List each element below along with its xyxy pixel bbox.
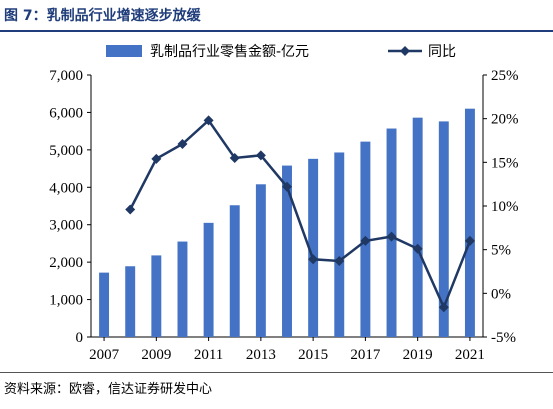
right-tick-label: 0% [491, 286, 511, 302]
bar [151, 255, 162, 337]
legend-line-label: 同比 [428, 44, 456, 60]
x-tick-label: 2009 [141, 347, 171, 363]
yoy-marker [229, 152, 240, 163]
bar [99, 272, 110, 337]
yoy-marker [203, 115, 214, 126]
left-tick-label: 0 [76, 330, 84, 346]
bar [177, 241, 188, 337]
left-tick-label: 5,000 [49, 143, 83, 159]
yoy-line [129, 118, 472, 311]
left-tick-label: 4,000 [49, 180, 83, 196]
bar [308, 158, 319, 337]
bottom-rule [0, 372, 553, 373]
x-tick-label: 2019 [403, 347, 433, 363]
yoy-marker [151, 153, 162, 164]
bar [255, 184, 266, 337]
left-tick-label: 6,000 [49, 105, 83, 121]
x-tick-label: 2013 [246, 347, 276, 363]
title-rule [0, 30, 553, 32]
x-tick-label: 2007 [89, 347, 120, 363]
yoy-marker [360, 235, 371, 246]
right-tick-label: -5% [491, 330, 516, 346]
bar [125, 266, 136, 337]
yoy-marker [464, 235, 475, 246]
x-tick-label: 2017 [350, 347, 381, 363]
figure-title: 图 7：乳制品行业增速逐步放缓 [4, 8, 201, 24]
bar [203, 222, 214, 337]
source-note: 资料来源：欧睿，信达证券研发中心 [4, 382, 213, 397]
right-tick-label: 15% [491, 155, 519, 171]
chart: 0 1,000 2,000 3,000 4,000 5,000 6,000 7,000 -5% 0… [49, 44, 519, 363]
legend-bar-swatch [106, 45, 142, 57]
bar [438, 121, 449, 337]
bar [464, 108, 475, 337]
legend-line-marker [400, 46, 410, 56]
left-tick-label: 3,000 [49, 218, 83, 234]
left-tick-label: 2,000 [49, 255, 83, 271]
x-tick-label: 2015 [298, 347, 328, 363]
legend-bar-label: 乳制品行业零售金额-亿元 [150, 44, 309, 60]
left-tick-label: 1,000 [49, 293, 83, 309]
yoy-marker [386, 231, 397, 242]
right-tick-label: 5% [491, 243, 511, 259]
bar [412, 117, 423, 337]
bar [282, 165, 292, 337]
yoy-marker [255, 150, 266, 161]
yoy-marker [282, 181, 292, 192]
yoy-marker [412, 243, 423, 254]
x-tick-label: 2021 [455, 347, 485, 363]
right-tick-label: 20% [491, 112, 519, 128]
bar [229, 205, 240, 337]
yoy-marker [125, 204, 136, 215]
right-tick-label: 10% [491, 199, 519, 215]
right-tick-label: 25% [491, 68, 519, 84]
bar [334, 152, 345, 337]
yoy-marker [177, 138, 188, 149]
left-tick-label: 7,000 [49, 68, 83, 84]
x-tick-label: 2011 [194, 347, 223, 363]
yoy-marker [438, 302, 449, 313]
yoy-marker [334, 256, 345, 267]
